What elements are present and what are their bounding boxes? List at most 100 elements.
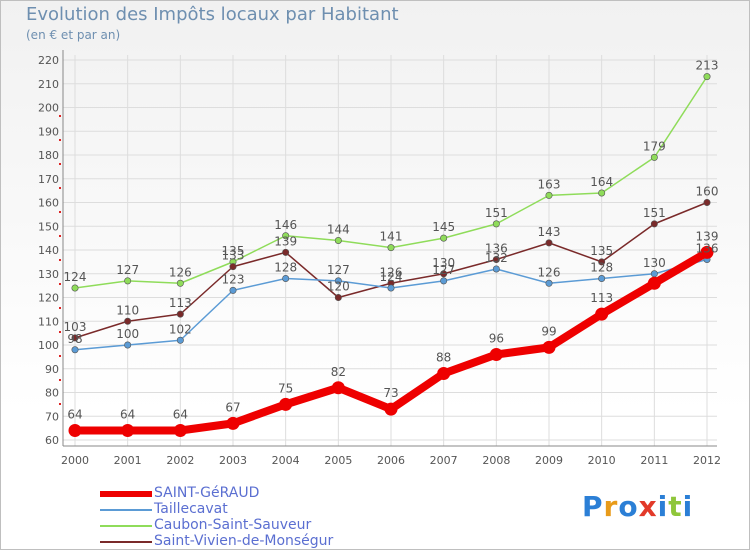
data-point xyxy=(650,220,658,228)
data-point xyxy=(387,284,395,292)
data-label: 133 xyxy=(222,249,245,263)
y-tick-label: 170 xyxy=(38,173,59,186)
data-label: 127 xyxy=(327,263,350,277)
data-point xyxy=(282,274,290,282)
data-point xyxy=(176,336,184,344)
x-tick-label: 2008 xyxy=(482,454,510,467)
y-tick-label: 190 xyxy=(38,125,59,138)
data-label: 164 xyxy=(590,175,613,189)
data-label: 67 xyxy=(225,400,240,414)
data-label: 120 xyxy=(327,280,350,294)
data-point xyxy=(545,191,553,199)
data-point xyxy=(598,274,606,282)
data-label: 99 xyxy=(541,324,556,338)
data-point xyxy=(229,263,237,271)
data-label: 151 xyxy=(643,206,666,220)
data-point xyxy=(650,270,658,278)
data-point xyxy=(124,277,132,285)
data-label: 135 xyxy=(222,244,245,258)
y-tick-label: 200 xyxy=(38,102,59,115)
data-label: 113 xyxy=(590,291,613,305)
data-point xyxy=(492,220,500,228)
data-point xyxy=(282,248,290,256)
y-tick-label: 180 xyxy=(38,149,59,162)
data-label: 179 xyxy=(643,139,666,153)
data-point xyxy=(703,199,711,207)
data-point xyxy=(384,402,398,416)
legend-swatch xyxy=(100,541,152,543)
data-label: 128 xyxy=(590,261,613,275)
data-point xyxy=(440,277,448,285)
x-tick-label: 2012 xyxy=(693,454,721,467)
data-point xyxy=(334,277,342,285)
data-label: 127 xyxy=(432,263,455,277)
data-label: 139 xyxy=(696,229,719,243)
proxiti-logo: Proxiti xyxy=(582,490,693,523)
data-point xyxy=(176,310,184,318)
data-label: 213 xyxy=(696,59,719,73)
logo-letter: o xyxy=(618,490,639,523)
data-label: 163 xyxy=(538,177,561,191)
x-tick-label: 2006 xyxy=(377,454,405,467)
legend-label: Taillecavat xyxy=(154,501,228,517)
logo-letter: i xyxy=(657,490,669,523)
data-label: 146 xyxy=(274,218,297,232)
data-label: 136 xyxy=(696,242,719,256)
data-point xyxy=(282,232,290,240)
data-point xyxy=(226,416,240,430)
data-label: 136 xyxy=(485,242,508,256)
y-tick-label: 70 xyxy=(45,410,59,423)
data-label: 130 xyxy=(643,256,666,270)
x-tick-label: 2009 xyxy=(535,454,563,467)
data-point xyxy=(492,255,500,263)
data-label: 139 xyxy=(274,234,297,248)
data-point xyxy=(542,340,556,354)
y-tick-label: 90 xyxy=(45,363,59,376)
x-tick-label: 2007 xyxy=(430,454,458,467)
data-point xyxy=(71,334,79,342)
data-point xyxy=(121,424,135,437)
logo-letter: t xyxy=(668,490,683,523)
data-label: 124 xyxy=(64,270,87,284)
y-tick-label: 160 xyxy=(38,197,59,210)
data-label: 73 xyxy=(383,386,398,400)
data-label: 126 xyxy=(538,265,561,279)
y-tick-label: 100 xyxy=(38,339,59,352)
data-point xyxy=(71,346,79,354)
chart-subtitle: (en € et par an) xyxy=(26,28,121,42)
data-label: 96 xyxy=(489,332,504,346)
data-label: 75 xyxy=(278,381,293,395)
y-tick-label: 60 xyxy=(45,434,59,447)
legend-swatch xyxy=(100,525,152,527)
data-point xyxy=(173,424,187,437)
y-tick-label: 120 xyxy=(38,292,59,305)
data-label: 141 xyxy=(380,230,403,244)
data-point xyxy=(647,276,661,290)
data-label: 82 xyxy=(331,365,346,379)
data-label: 110 xyxy=(116,303,139,317)
data-label: 144 xyxy=(327,223,350,237)
x-tick-label: 2010 xyxy=(588,454,616,467)
data-label: 88 xyxy=(436,351,451,365)
data-point xyxy=(545,279,553,287)
x-tick-label: 2003 xyxy=(219,454,247,467)
data-label: 143 xyxy=(538,225,561,239)
data-point xyxy=(492,265,500,273)
data-label: 135 xyxy=(590,244,613,258)
chart-title: Evolution des Impôts locaux par Habitant xyxy=(26,4,399,25)
data-point xyxy=(71,284,79,292)
y-tick-label: 140 xyxy=(38,244,59,257)
data-label: 123 xyxy=(222,272,245,286)
data-label: 130 xyxy=(432,256,455,270)
data-point xyxy=(598,189,606,197)
data-point xyxy=(124,317,132,325)
data-point xyxy=(124,341,132,349)
logo-letter: P xyxy=(582,490,604,523)
data-label: 113 xyxy=(169,296,192,310)
data-point xyxy=(440,270,448,278)
data-point xyxy=(229,286,237,294)
data-point xyxy=(598,258,606,266)
data-label: 64 xyxy=(67,408,82,422)
legend-label: Saint-Vivien-de-Monségur xyxy=(154,533,334,549)
